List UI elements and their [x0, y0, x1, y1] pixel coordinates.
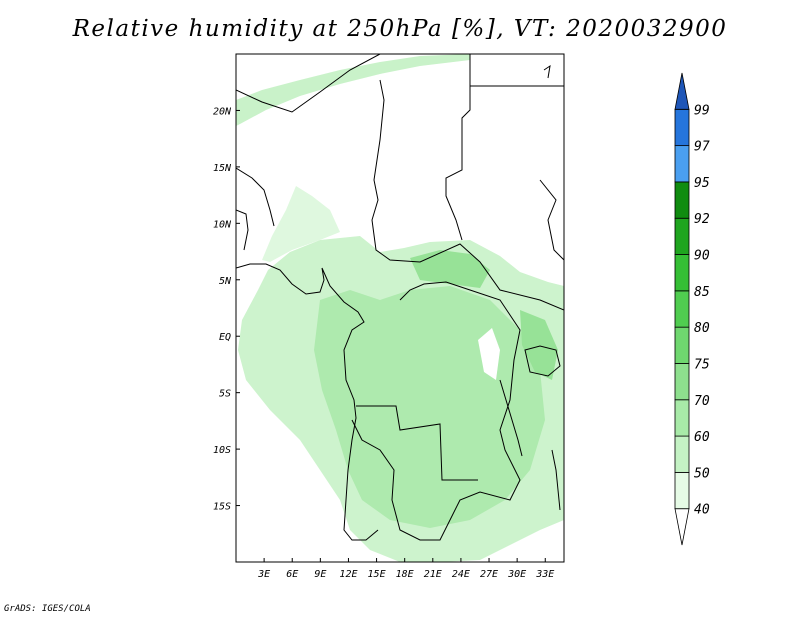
border-west-coast-north [236, 167, 275, 251]
grads-credit: GrADS: IGES/COLA [4, 604, 91, 614]
border-chad-sudan [445, 54, 471, 241]
border-sahel [236, 54, 564, 311]
colorbar-segment [674, 290, 690, 328]
border-drc [351, 281, 521, 541]
lon-tick-label: 24E [452, 569, 470, 580]
colorbar-segment [674, 181, 690, 219]
colorbar-segment [674, 145, 690, 183]
colorbar-segment [674, 508, 690, 546]
lon-tick-label: 21E [424, 569, 442, 580]
humidity-area-high [410, 250, 490, 288]
colorbar: 40 50 60 70 75 80 85 90 92 95 97 99 [674, 72, 710, 546]
lon-tick-label: 33E [535, 569, 554, 580]
border-angola-zambia [356, 405, 478, 481]
map-frame [235, 53, 565, 563]
lat-tick-label: 15S [213, 502, 231, 513]
lat-tick-label: 10S [213, 445, 231, 456]
lon-tick-label: 27E [480, 569, 498, 580]
lake-tanganyika [499, 379, 523, 457]
humidity-band-north [236, 54, 470, 126]
lon-tick-label: 12E [339, 569, 357, 580]
colorbar-label: 95 [694, 176, 710, 191]
lat-tick-label: EQ [219, 332, 231, 343]
colorbar-segment [674, 108, 690, 147]
lat-tick-label: 10N [213, 219, 232, 230]
lon-tick-label: 18E [396, 569, 414, 580]
lake-malawi [551, 449, 561, 511]
colorbar-label: 75 [694, 357, 710, 372]
lon-tick-label: 30E [507, 569, 526, 580]
lake-victoria [524, 345, 561, 377]
colorbar-label: 50 [694, 466, 710, 481]
border-east-africa [539, 179, 564, 261]
colorbar-segment [674, 217, 690, 255]
map-title: Relative humidity at 250hPa [%], VT: 202… [72, 16, 728, 42]
humidity-area-high-east [520, 310, 558, 380]
humidity-area-west [262, 186, 340, 262]
colorbar-label: 97 [694, 140, 710, 155]
colorbar-label: 90 [694, 249, 710, 264]
lon-tick-label: 15E [368, 569, 386, 580]
lat-tick-label: 5N [219, 276, 232, 287]
colorbar-label: 92 [694, 212, 710, 227]
colorbar-segment [674, 363, 690, 401]
colorbar-label: 60 [694, 430, 710, 445]
colorbar-segment [674, 471, 690, 510]
map-borders [236, 54, 564, 541]
colorbar-label: 70 [694, 394, 710, 409]
latitude-axis: 20N 15N 10N 5N EQ 5S 10S 15S [213, 106, 240, 513]
colorbar-segment [674, 435, 690, 473]
lat-tick-label: 20N [213, 106, 232, 117]
colorbar-segment [674, 72, 690, 110]
humidity-area-dry-gap [478, 328, 500, 380]
lat-tick-label: 15N [213, 163, 232, 174]
longitude-axis: 3E 6E 9E 12E 15E 18E 21E 24E 27E 30E 33E [257, 558, 554, 580]
colorbar-label: 80 [694, 321, 710, 336]
colorbar-segment [674, 254, 690, 292]
colorbar-label: 40 [694, 503, 710, 518]
lat-tick-label: 5S [219, 389, 231, 400]
border-north-africa [470, 64, 564, 87]
lon-tick-label: 3E [257, 569, 270, 580]
colorbar-segment [674, 326, 690, 364]
lon-tick-label: 6E [286, 569, 298, 580]
colorbar-segment [674, 399, 690, 437]
humidity-shading [236, 54, 564, 562]
colorbar-label: 99 [694, 103, 710, 118]
coastline-west-africa [236, 263, 379, 541]
lon-tick-label: 9E [314, 569, 326, 580]
colorbar-label: 85 [694, 285, 710, 300]
